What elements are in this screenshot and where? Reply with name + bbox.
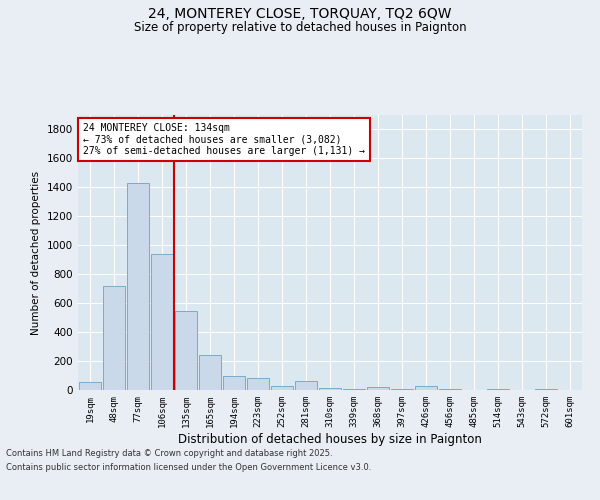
Text: Size of property relative to detached houses in Paignton: Size of property relative to detached ho… <box>134 21 466 34</box>
Bar <box>199 354 221 390</box>
Bar <box>151 254 173 390</box>
Bar <box>367 387 389 390</box>
Bar <box>415 386 437 390</box>
X-axis label: Distribution of detached houses by size in Paignton: Distribution of detached houses by size … <box>178 432 482 446</box>
Bar <box>295 382 317 390</box>
Bar <box>127 183 149 390</box>
Bar <box>175 311 197 390</box>
Text: Contains public sector information licensed under the Open Government Licence v3: Contains public sector information licen… <box>6 464 371 472</box>
Text: 24, MONTEREY CLOSE, TORQUAY, TQ2 6QW: 24, MONTEREY CLOSE, TORQUAY, TQ2 6QW <box>148 8 452 22</box>
Text: Contains HM Land Registry data © Crown copyright and database right 2025.: Contains HM Land Registry data © Crown c… <box>6 448 332 458</box>
Bar <box>271 386 293 390</box>
Bar <box>223 376 245 390</box>
Bar <box>247 378 269 390</box>
Y-axis label: Number of detached properties: Number of detached properties <box>31 170 41 334</box>
Bar <box>79 382 101 390</box>
Bar <box>319 388 341 390</box>
Text: 24 MONTEREY CLOSE: 134sqm
← 73% of detached houses are smaller (3,082)
27% of se: 24 MONTEREY CLOSE: 134sqm ← 73% of detac… <box>83 123 365 156</box>
Bar <box>103 286 125 390</box>
